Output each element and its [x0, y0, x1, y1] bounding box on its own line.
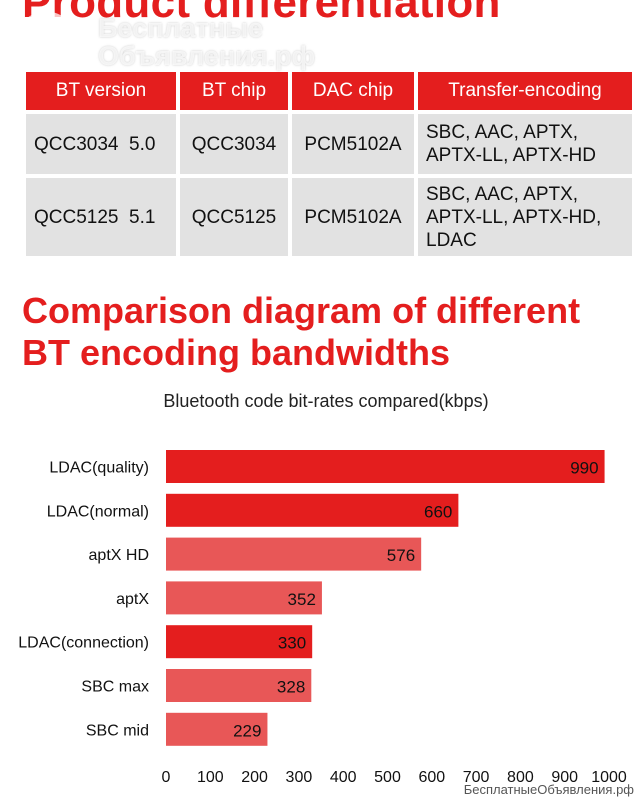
col-header-bt-chip: BT chip	[180, 72, 288, 110]
section-title-line-2: BT encoding bandwidths	[22, 332, 450, 373]
bar	[166, 581, 322, 615]
x-tick-label: 1000	[591, 769, 627, 786]
category-label: LDAC(quality)	[49, 460, 149, 477]
table-row: QCC5125 5.1 QCC5125 PCM5102A SBC, AAC, A…	[26, 178, 632, 256]
bar	[166, 450, 605, 483]
encoding-line: LDAC	[426, 229, 477, 251]
spec-table: BT version BT chip DAC chip Transfer-enc…	[22, 68, 636, 260]
section-title-line-1: Comparison diagram of different	[22, 290, 581, 331]
data-label: 352	[288, 590, 316, 609]
spec-table-header-row: BT version BT chip DAC chip Transfer-enc…	[26, 72, 632, 110]
watermark-logo-icon	[14, 11, 77, 73]
data-label: 576	[387, 546, 415, 565]
data-label: 990	[570, 459, 598, 478]
watermark-text: Бесплатные Объявления.рф	[98, 14, 315, 70]
cell-dac-chip: PCM5102A	[292, 114, 414, 174]
bar	[166, 625, 313, 659]
bar	[166, 493, 459, 527]
encoding-line: APTX-LL, APTX-HD,	[426, 206, 602, 228]
category-label: LDAC(connection)	[18, 635, 149, 652]
cell-transfer-encoding: SBC, AAC, APTX, APTX-LL, APTX-HD	[418, 114, 632, 174]
data-label: 328	[277, 678, 305, 697]
x-tick-label: 400	[330, 769, 357, 786]
x-tick-label: 900	[551, 769, 578, 786]
category-label: SBC mid	[86, 722, 149, 739]
bar	[166, 712, 268, 746]
x-tick-label: 800	[507, 769, 534, 786]
x-tick-label: 600	[418, 769, 445, 786]
col-header-dac-chip: DAC chip	[292, 72, 414, 110]
cell-bt-chip: QCC3034	[180, 114, 288, 174]
col-header-bt-version: BT version	[26, 72, 176, 110]
category-label: aptX	[116, 591, 149, 608]
category-label: LDAC(normal)	[47, 503, 149, 520]
category-label: aptX HD	[89, 547, 149, 564]
x-tick-label: 100	[197, 769, 224, 786]
bar	[166, 537, 422, 571]
data-label: 330	[278, 634, 306, 653]
category-label: SBC max	[81, 679, 149, 696]
section-title: Comparison diagram of different BT encod…	[22, 290, 580, 374]
col-header-transfer-encoding: Transfer-encoding	[418, 72, 632, 110]
cell-bt-version: QCC3034 5.0	[26, 114, 176, 174]
page-title: Product differentiation	[22, 0, 501, 27]
x-tick-label: 500	[374, 769, 401, 786]
chart-title: Bluetooth code bit-rates compared(kbps)	[163, 391, 489, 411]
footer-site: БесплатныеОбъявления.рф	[463, 782, 634, 797]
x-tick-label: 700	[463, 769, 490, 786]
watermark-line-2: Объявления.рф	[98, 41, 316, 71]
cell-dac-chip: PCM5102A	[292, 178, 414, 256]
watermark-line-1: Бесплатные	[98, 13, 264, 43]
cell-bt-version: QCC5125 5.1	[26, 178, 176, 256]
bar	[166, 669, 312, 702]
x-tick-label: 0	[162, 769, 171, 786]
data-label: 229	[233, 721, 261, 740]
encoding-line: SBC, AAC, APTX,	[426, 183, 579, 205]
cell-bt-chip: QCC5125	[180, 178, 288, 256]
data-label: 660	[424, 502, 452, 521]
cell-transfer-encoding: SBC, AAC, APTX, APTX-LL, APTX-HD, LDAC	[418, 178, 632, 256]
table-row: QCC3034 5.0 QCC3034 PCM5102A SBC, AAC, A…	[26, 114, 632, 174]
x-tick-label: 200	[241, 769, 268, 786]
encoding-line: SBC, AAC, APTX,	[426, 122, 579, 143]
encoding-line: APTX-LL, APTX-HD	[426, 145, 596, 166]
x-tick-label: 300	[286, 769, 313, 786]
